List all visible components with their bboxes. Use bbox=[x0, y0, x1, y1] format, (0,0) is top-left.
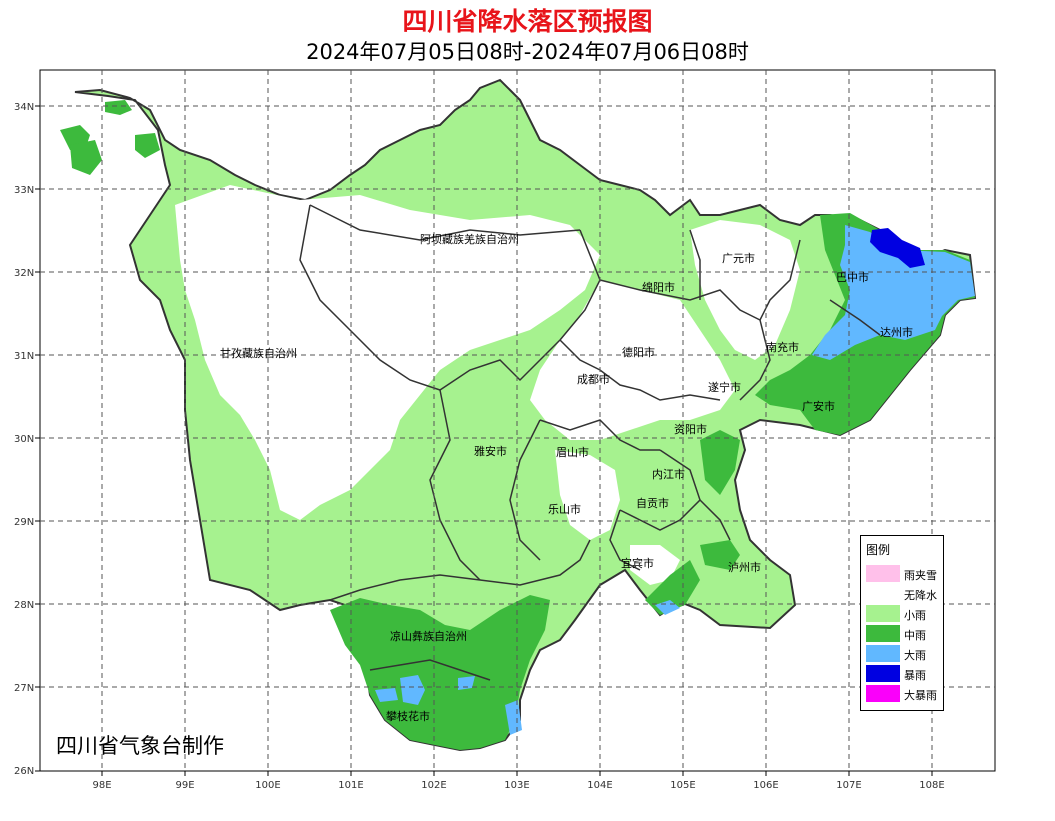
lat-label-31n: 31N bbox=[14, 351, 34, 362]
label-leshan: 乐山市 bbox=[548, 502, 581, 516]
legend-label: 大雨 bbox=[904, 649, 926, 662]
lon-label-98e: 98E bbox=[92, 780, 111, 791]
forecast-period: 2024年07月05日08时-2024年07月06日08时 bbox=[306, 40, 749, 64]
lat-label-33n: 33N bbox=[14, 185, 34, 196]
legend-item-no-precipitation: 无降水 bbox=[866, 585, 942, 602]
lon-label-103e: 103E bbox=[504, 780, 529, 791]
axis-ticks bbox=[35, 105, 933, 776]
legend-label: 小雨 bbox=[904, 609, 926, 622]
label-aba: 阿坝藏族羌族自治州 bbox=[420, 232, 519, 246]
label-meishan: 眉山市 bbox=[556, 445, 589, 459]
rainstorm-areas bbox=[870, 228, 925, 268]
lon-label-108e: 108E bbox=[919, 780, 944, 791]
lon-label-105e: 105E bbox=[670, 780, 695, 791]
lon-label-106e: 106E bbox=[753, 780, 778, 791]
lat-label-30n: 30N bbox=[14, 434, 34, 445]
lon-label-102e: 102E bbox=[421, 780, 446, 791]
legend-title: 图例 bbox=[866, 543, 891, 557]
credit-text: 四川省气象台制作 bbox=[56, 734, 224, 758]
lat-label-29n: 29N bbox=[14, 517, 34, 528]
label-luzhou: 泸州市 bbox=[728, 560, 761, 574]
lon-label-100e: 100E bbox=[255, 780, 280, 791]
heavy-rain-areas bbox=[375, 225, 975, 735]
label-liangshan: 凉山彝族自治州 bbox=[390, 629, 467, 643]
legend-label: 暴雨 bbox=[904, 669, 926, 682]
legend-item-severe-rainstorm: 大暴雨 bbox=[866, 685, 942, 702]
lat-label-28n: 28N bbox=[14, 600, 34, 611]
graticule bbox=[40, 70, 995, 771]
label-chengdu: 成都市 bbox=[577, 372, 610, 386]
lon-label-104e: 104E bbox=[587, 780, 612, 791]
label-ziyang: 资阳市 bbox=[674, 422, 707, 436]
lat-label-32n: 32N bbox=[14, 268, 34, 279]
latitude-labels: 34N 33N 32N 31N 30N 29N 28N 27N 26N bbox=[14, 102, 34, 777]
legend-item-moderate-rain: 中雨 bbox=[866, 625, 942, 642]
lat-label-34n: 34N bbox=[14, 102, 34, 113]
lon-label-107e: 107E bbox=[836, 780, 861, 791]
legend-label: 中雨 bbox=[904, 629, 926, 642]
legend-item-heavy-rain: 大雨 bbox=[866, 645, 942, 662]
legend-swatch bbox=[866, 645, 900, 662]
label-guangan: 广安市 bbox=[802, 399, 835, 413]
label-nanchong: 南充市 bbox=[766, 340, 799, 354]
legend-label: 大暴雨 bbox=[904, 689, 937, 702]
label-deyang: 德阳市 bbox=[622, 345, 655, 359]
label-yibin: 宜宾市 bbox=[621, 556, 654, 570]
label-dazhou: 达州市 bbox=[880, 325, 913, 339]
map-title: 四川省降水落区预报图 bbox=[402, 7, 653, 36]
lat-label-26n: 26N bbox=[14, 766, 34, 777]
label-mianyang: 绵阳市 bbox=[642, 280, 675, 294]
legend: 图例 雨夹雪 无降水 小雨 中雨 大雨 暴雨 大暴雨 bbox=[860, 535, 944, 711]
no-precipitation-areas bbox=[175, 185, 800, 585]
label-panzhihua: 攀枝花市 bbox=[386, 709, 430, 723]
label-zigong: 自贡市 bbox=[636, 496, 669, 510]
legend-swatch bbox=[866, 625, 900, 642]
label-ganzi: 甘孜藏族自治州 bbox=[220, 346, 297, 360]
legend-label: 无降水 bbox=[904, 589, 937, 602]
label-suining: 遂宁市 bbox=[708, 380, 741, 394]
label-yaan: 雅安市 bbox=[474, 444, 507, 458]
legend-swatch bbox=[866, 665, 900, 682]
label-bazhong: 巴中市 bbox=[836, 270, 869, 284]
legend-item-sleet: 雨夹雪 bbox=[866, 565, 942, 582]
legend-swatch bbox=[866, 605, 900, 622]
lat-label-27n: 27N bbox=[14, 683, 34, 694]
label-neijiang: 内江市 bbox=[652, 467, 685, 481]
legend-label: 雨夹雪 bbox=[904, 569, 937, 582]
longitude-labels: 98E 99E 100E 101E 102E 103E 104E 105E 10… bbox=[92, 780, 944, 791]
legend-item-rainstorm: 暴雨 bbox=[866, 665, 942, 682]
region-labels: 阿坝藏族羌族自治州 甘孜藏族自治州 凉山彝族自治州 广元市 巴中市 绵阳市 达州… bbox=[220, 232, 913, 723]
legend-swatch bbox=[866, 585, 900, 602]
legend-swatch bbox=[866, 565, 900, 582]
lon-label-101e: 101E bbox=[338, 780, 363, 791]
legend-item-light-rain: 小雨 bbox=[866, 605, 942, 622]
legend-swatch bbox=[866, 685, 900, 702]
city-boundaries bbox=[299, 204, 881, 681]
label-guangyuan: 广元市 bbox=[722, 251, 755, 265]
lon-label-99e: 99E bbox=[175, 780, 194, 791]
